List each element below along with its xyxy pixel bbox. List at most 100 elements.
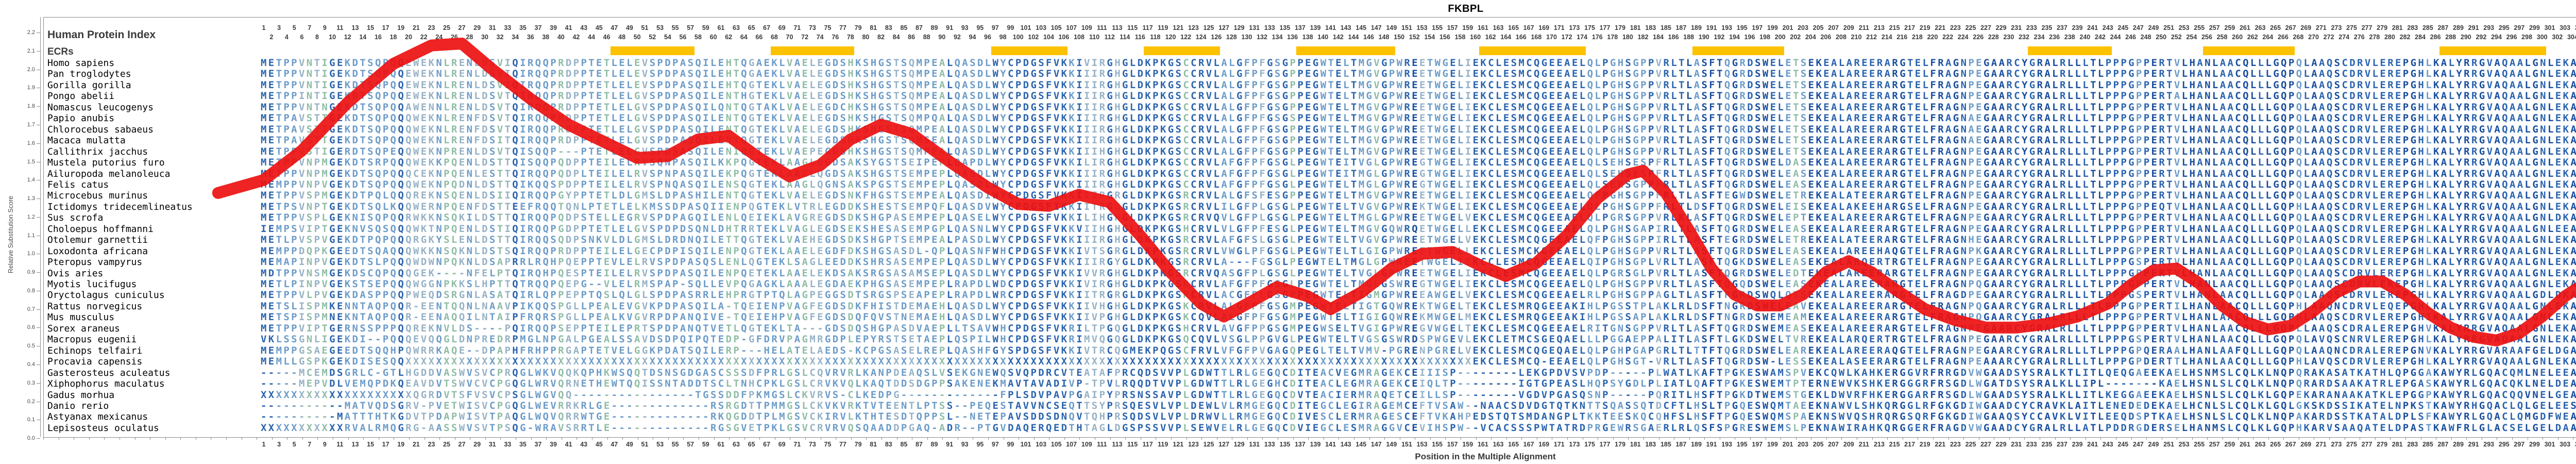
residue-run: EALAREEHA bbox=[1823, 245, 1892, 257]
residue-run: G bbox=[2029, 234, 2037, 246]
residue-run: H bbox=[2418, 68, 2426, 80]
residue-run: KA bbox=[2433, 145, 2449, 157]
residue-run: MPE bbox=[916, 145, 939, 157]
residue-run: EALAREERA bbox=[1823, 278, 1892, 290]
residue-run: LDL bbox=[611, 190, 635, 202]
residue-run: RC bbox=[2006, 135, 2022, 146]
residue-run: SFT bbox=[1701, 212, 1724, 224]
residue-run: L bbox=[2547, 201, 2555, 212]
residue-run: KSHGS bbox=[855, 68, 894, 80]
residue-run: V bbox=[298, 201, 307, 212]
ecr-region-bar bbox=[991, 46, 1068, 55]
residue-run: Q bbox=[512, 135, 520, 146]
residue-run: QASDL bbox=[954, 79, 993, 91]
residue-run: YR bbox=[2456, 190, 2471, 202]
residue-run: FP bbox=[1244, 289, 1260, 301]
position-number-top: 268 bbox=[2293, 34, 2304, 41]
residue-run: A bbox=[2311, 256, 2319, 268]
residue-run: CQL bbox=[2235, 300, 2258, 312]
residue-run: E bbox=[1785, 267, 1793, 279]
position-number-top: 142 bbox=[1332, 34, 1344, 41]
residue-run: K bbox=[1069, 245, 1077, 257]
residue-run: GDS bbox=[824, 300, 848, 312]
residue-run: A bbox=[939, 79, 947, 91]
position-number-top: 26 bbox=[450, 34, 458, 41]
residue-run: KA bbox=[2433, 57, 2449, 69]
residue-run: PPPG bbox=[2105, 157, 2136, 169]
residue-run: KFHIS bbox=[855, 300, 894, 312]
ecr-region-bar bbox=[1296, 46, 1396, 55]
residue-run: YR bbox=[2456, 112, 2471, 124]
position-number-top: 152 bbox=[1409, 34, 1420, 41]
position-number-top: 202 bbox=[1790, 34, 1801, 41]
residue-run: HT bbox=[725, 223, 741, 235]
residue-run: L bbox=[946, 256, 955, 268]
y-tick-label: 0.2 bbox=[27, 398, 35, 405]
residue-run: E bbox=[1785, 311, 1793, 323]
residue-run: E bbox=[2151, 267, 2159, 279]
residue-run: P bbox=[1648, 178, 1656, 190]
residue-run: E bbox=[459, 190, 467, 202]
position-number-top: 237 bbox=[2056, 24, 2067, 31]
residue-run: Q bbox=[2296, 256, 2304, 268]
residue-run: N bbox=[1960, 168, 1969, 179]
residue-run: Q bbox=[2296, 278, 2304, 290]
residue-run: Q bbox=[1724, 68, 1732, 80]
residue-run: LH bbox=[2181, 212, 2197, 224]
residue-run: L bbox=[2448, 145, 2456, 157]
residue-run: V bbox=[2486, 79, 2495, 91]
residue-run: I bbox=[321, 145, 330, 157]
residue-run: V bbox=[1374, 101, 1382, 113]
residue-run: L bbox=[946, 112, 955, 124]
residue-run: K bbox=[1069, 256, 1077, 268]
position-number-top: 20 bbox=[405, 34, 412, 41]
residue-run: L bbox=[1290, 245, 1298, 257]
residue-run: YR bbox=[2456, 245, 2471, 257]
residue-run: TEL bbox=[1907, 245, 1930, 257]
residue-run: TWG bbox=[1427, 267, 1450, 279]
residue-run: YR bbox=[2456, 68, 2471, 80]
residue-run: E bbox=[2151, 178, 2159, 190]
position-number-top: 259 bbox=[2224, 24, 2235, 31]
residue-run: R bbox=[1404, 234, 1412, 246]
residue-run: PG bbox=[2402, 223, 2418, 235]
residue-run: A bbox=[2494, 101, 2502, 113]
residue-run: RAL bbox=[2037, 212, 2060, 224]
residue-run: EALAREERA bbox=[1823, 123, 1892, 135]
residue-run: R bbox=[2471, 123, 2479, 135]
residue-run: R bbox=[2471, 101, 2479, 113]
residue-run: H bbox=[1114, 223, 1122, 235]
residue-run: LG bbox=[2524, 68, 2540, 80]
residue-run: L bbox=[1343, 90, 1351, 102]
residue-run: T bbox=[1350, 123, 1359, 135]
position-number-top: 141 bbox=[1325, 24, 1336, 31]
residue-run: GAA bbox=[1983, 101, 2007, 113]
residue-run: A bbox=[1945, 135, 1953, 146]
residue-run: G bbox=[1953, 57, 1961, 69]
residue-run: Q bbox=[512, 278, 520, 290]
residue-run: PW bbox=[1388, 201, 1404, 212]
residue-run: QAA bbox=[2502, 201, 2525, 212]
residue-run: V bbox=[2486, 57, 2495, 69]
residue-run: A bbox=[1655, 289, 1664, 301]
residue-run: QF bbox=[1587, 234, 1603, 246]
residue-run: A bbox=[1793, 168, 1801, 179]
residue-run: TSL bbox=[276, 300, 299, 312]
residue-run: A bbox=[1793, 311, 1801, 323]
residue-run: E bbox=[459, 157, 467, 169]
residue-run: A bbox=[1793, 157, 1801, 169]
residue-run: A bbox=[1693, 256, 1702, 268]
residue-run: D bbox=[1793, 267, 1801, 279]
residue-run: P bbox=[1602, 101, 1610, 113]
residue-run: L bbox=[2303, 300, 2312, 312]
position-number-top: 48 bbox=[618, 34, 626, 41]
residue-run: V bbox=[786, 145, 794, 157]
residue-run: CDRVLERE bbox=[2342, 289, 2403, 301]
residue-run: E bbox=[1450, 135, 1458, 146]
residue-run: V bbox=[298, 123, 307, 135]
residue-run: L bbox=[2426, 256, 2433, 268]
residue-run: R bbox=[558, 123, 566, 135]
residue-run: LD bbox=[474, 157, 489, 169]
residue-run: RDTSQPE bbox=[344, 145, 398, 157]
position-number-top: 241 bbox=[2087, 24, 2098, 31]
